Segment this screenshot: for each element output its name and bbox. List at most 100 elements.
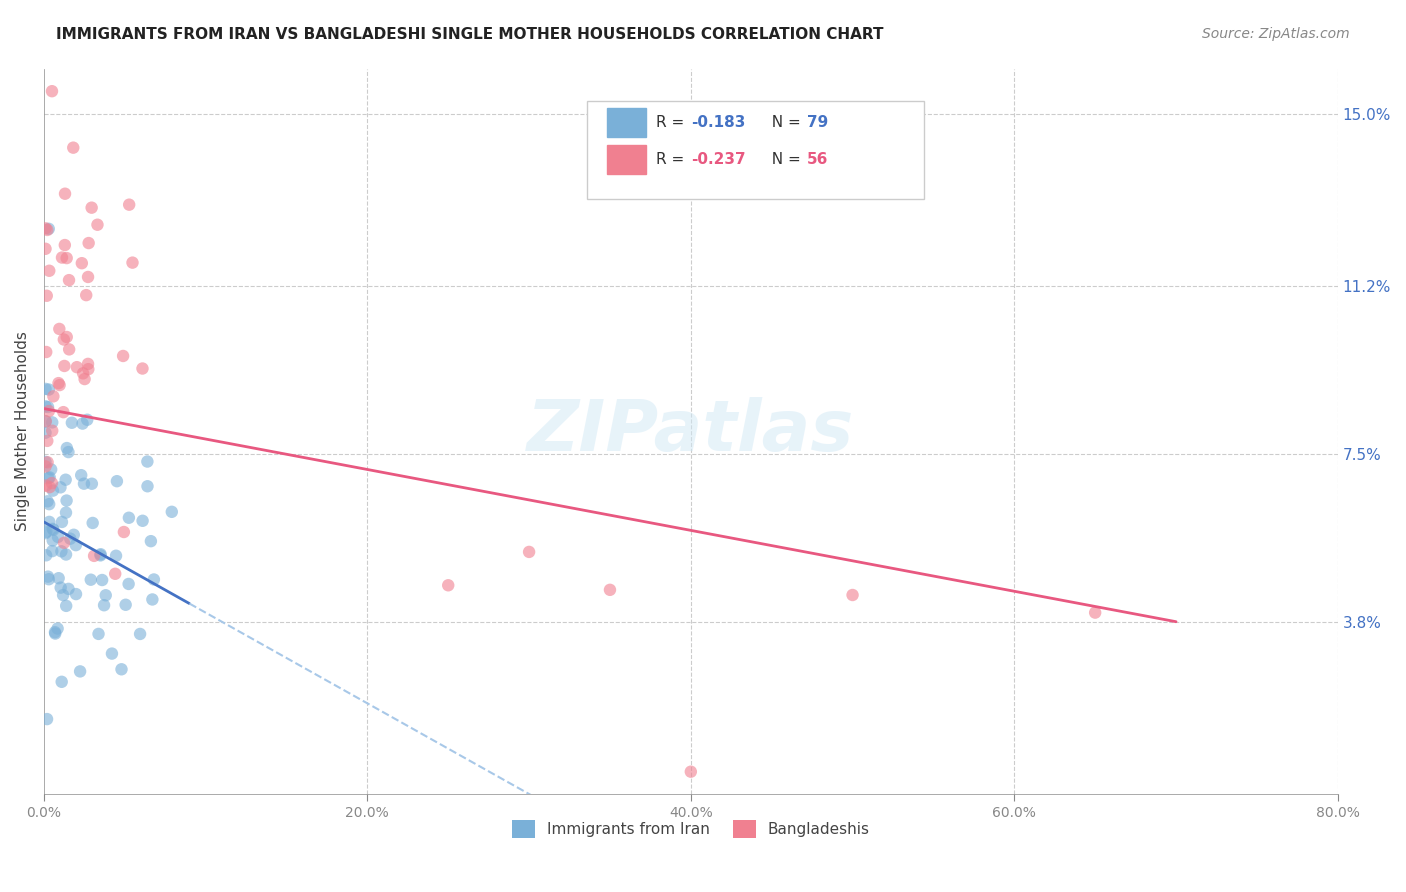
Point xyxy=(131,361,153,376)
Point xyxy=(101,647,124,661)
Point xyxy=(80,476,103,491)
Point xyxy=(112,524,135,539)
Text: ZIPatlas: ZIPatlas xyxy=(527,397,855,466)
Point xyxy=(90,547,112,561)
Point xyxy=(89,549,111,563)
Point xyxy=(38,572,60,586)
Point xyxy=(35,478,58,492)
Point xyxy=(136,454,159,468)
Point xyxy=(76,413,98,427)
Point xyxy=(70,256,93,270)
Point xyxy=(51,251,73,265)
Text: -0.237: -0.237 xyxy=(690,152,745,167)
Point xyxy=(41,544,63,558)
Point xyxy=(56,441,79,455)
Point xyxy=(39,462,62,476)
Point xyxy=(35,414,58,428)
Point xyxy=(34,382,56,396)
Point xyxy=(34,242,56,256)
Point xyxy=(42,523,65,537)
Point xyxy=(87,627,110,641)
Point xyxy=(55,506,77,520)
Point xyxy=(121,255,143,269)
Point xyxy=(65,587,87,601)
Point xyxy=(77,235,100,250)
Point xyxy=(105,474,128,488)
Point xyxy=(35,345,58,359)
Point xyxy=(34,414,56,428)
Point xyxy=(58,445,80,459)
Point xyxy=(60,416,83,430)
Point xyxy=(437,578,460,592)
Point xyxy=(44,625,66,640)
Point xyxy=(114,598,136,612)
Point xyxy=(37,400,59,414)
Text: -0.183: -0.183 xyxy=(690,115,745,130)
Point xyxy=(55,548,77,562)
Point xyxy=(59,532,82,546)
Point xyxy=(41,476,63,491)
Point xyxy=(53,238,76,252)
Bar xyxy=(607,145,645,174)
Point xyxy=(82,516,104,530)
Point xyxy=(55,493,77,508)
Bar xyxy=(607,109,645,137)
Point xyxy=(49,480,72,494)
Point xyxy=(34,221,56,235)
Point xyxy=(75,288,97,302)
Point xyxy=(46,622,69,636)
Point xyxy=(62,141,84,155)
Point xyxy=(160,505,183,519)
Point xyxy=(94,588,117,602)
Point xyxy=(38,404,60,418)
Point xyxy=(34,455,56,469)
Point xyxy=(118,510,141,524)
Point xyxy=(80,573,103,587)
Y-axis label: Single Mother Households: Single Mother Households xyxy=(15,331,30,532)
Point xyxy=(77,362,100,376)
Point xyxy=(55,330,77,344)
Point xyxy=(66,360,89,375)
Point xyxy=(58,582,80,596)
Text: N =: N = xyxy=(762,152,806,167)
Point xyxy=(55,599,77,613)
Point xyxy=(37,471,59,485)
Point xyxy=(131,514,153,528)
Point xyxy=(41,416,63,430)
Point xyxy=(35,524,58,539)
Point xyxy=(38,470,60,484)
Point xyxy=(48,376,70,391)
Point xyxy=(37,223,59,237)
Point xyxy=(37,434,59,448)
Point xyxy=(55,473,77,487)
Point xyxy=(141,592,163,607)
Point xyxy=(48,378,70,392)
Point xyxy=(72,367,94,381)
Text: IMMIGRANTS FROM IRAN VS BANGLADESHI SINGLE MOTHER HOUSEHOLDS CORRELATION CHART: IMMIGRANTS FROM IRAN VS BANGLADESHI SING… xyxy=(56,27,884,42)
Point xyxy=(49,581,72,595)
Point xyxy=(35,289,58,303)
Point xyxy=(105,549,128,563)
Point xyxy=(41,84,63,98)
Point xyxy=(52,333,75,347)
Point xyxy=(118,197,141,211)
Point xyxy=(52,588,75,602)
Point xyxy=(34,425,56,440)
Point xyxy=(51,674,73,689)
Point xyxy=(77,270,100,285)
Legend: Immigrants from Iran, Bangladeshis: Immigrants from Iran, Bangladeshis xyxy=(506,814,876,845)
Point xyxy=(112,349,135,363)
Point xyxy=(70,468,93,483)
Point xyxy=(52,405,75,419)
Point xyxy=(80,201,103,215)
Point xyxy=(517,545,540,559)
Point xyxy=(110,662,132,676)
Point xyxy=(42,483,65,498)
Point xyxy=(58,273,80,287)
Point xyxy=(55,251,77,265)
Point xyxy=(139,534,162,549)
Point xyxy=(58,343,80,357)
Point xyxy=(34,526,56,541)
Point xyxy=(83,549,105,563)
Point xyxy=(77,357,100,371)
